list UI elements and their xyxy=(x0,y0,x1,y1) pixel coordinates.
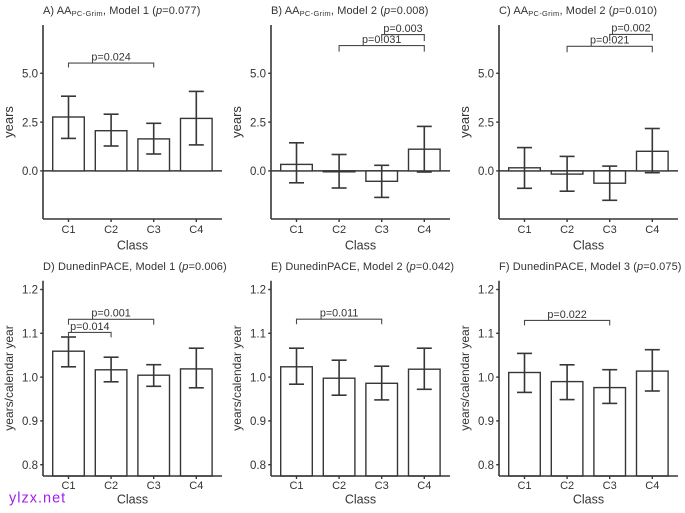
svg-text:1.0: 1.0 xyxy=(478,372,494,384)
svg-text:p=0.011: p=0.011 xyxy=(320,308,359,320)
svg-text:C2: C2 xyxy=(560,480,574,492)
svg-text:C3: C3 xyxy=(147,224,161,236)
svg-text:years: years xyxy=(457,106,472,138)
svg-text:C2: C2 xyxy=(332,224,346,236)
svg-text:1.0: 1.0 xyxy=(22,372,38,384)
svg-text:C1: C1 xyxy=(517,224,531,236)
svg-text:p=0.014: p=0.014 xyxy=(70,321,109,333)
svg-text:p=0.024: p=0.024 xyxy=(91,52,130,64)
svg-text:1.2: 1.2 xyxy=(22,285,38,297)
svg-text:p=0.031: p=0.031 xyxy=(362,34,401,46)
svg-text:ylzx.net: ylzx.net xyxy=(9,491,66,507)
svg-text:C2: C2 xyxy=(104,480,118,492)
svg-text:Class: Class xyxy=(345,493,376,507)
svg-text:C) AAPC-Grim, Model 2 (p=0.010: C) AAPC-Grim, Model 2 (p=0.010) xyxy=(499,5,657,18)
svg-text:C2: C2 xyxy=(560,224,574,236)
svg-text:0.9: 0.9 xyxy=(22,416,38,428)
svg-text:C3: C3 xyxy=(603,480,617,492)
svg-text:1.0: 1.0 xyxy=(250,372,266,384)
svg-text:years/calendar year: years/calendar year xyxy=(230,325,244,430)
svg-text:C3: C3 xyxy=(603,224,617,236)
svg-text:p=0.022: p=0.022 xyxy=(547,309,586,321)
svg-text:C4: C4 xyxy=(645,480,659,492)
svg-text:0.8: 0.8 xyxy=(22,460,38,472)
svg-text:2.5: 2.5 xyxy=(250,117,266,129)
svg-text:C1: C1 xyxy=(61,224,75,236)
svg-text:5.0: 5.0 xyxy=(478,69,494,81)
svg-text:Class: Class xyxy=(345,238,376,252)
svg-text:C3: C3 xyxy=(375,480,389,492)
svg-text:1.2: 1.2 xyxy=(250,285,266,297)
svg-text:Class: Class xyxy=(117,493,148,507)
svg-text:years: years xyxy=(1,106,16,138)
svg-text:C1: C1 xyxy=(61,480,75,492)
svg-text:years/calendar year: years/calendar year xyxy=(2,325,16,430)
svg-text:C2: C2 xyxy=(104,224,118,236)
svg-text:C4: C4 xyxy=(189,480,203,492)
svg-text:2.5: 2.5 xyxy=(22,117,38,129)
svg-text:1.2: 1.2 xyxy=(478,285,494,297)
svg-text:F) DunedinPACE, Model 3 (p=0.0: F) DunedinPACE, Model 3 (p=0.075) xyxy=(499,261,682,273)
svg-text:C4: C4 xyxy=(417,224,431,236)
svg-text:C1: C1 xyxy=(289,480,303,492)
svg-text:0.8: 0.8 xyxy=(478,460,494,472)
svg-text:C4: C4 xyxy=(189,224,203,236)
svg-text:0.0: 0.0 xyxy=(250,166,266,178)
svg-text:0.0: 0.0 xyxy=(478,166,494,178)
svg-text:years: years xyxy=(229,106,244,138)
svg-text:p=0.001: p=0.001 xyxy=(91,308,130,320)
svg-text:C2: C2 xyxy=(332,480,346,492)
svg-text:A) AAPC-Grim, Model 1 (p=0.077: A) AAPC-Grim, Model 1 (p=0.077) xyxy=(43,5,201,18)
svg-text:2.5: 2.5 xyxy=(478,117,494,129)
svg-text:0.9: 0.9 xyxy=(478,416,494,428)
svg-text:C1: C1 xyxy=(289,224,303,236)
svg-text:1.1: 1.1 xyxy=(250,329,266,341)
svg-text:5.0: 5.0 xyxy=(22,69,38,81)
svg-text:E) DunedinPACE, Model 2 (p=0.0: E) DunedinPACE, Model 2 (p=0.042) xyxy=(271,261,454,273)
svg-text:0.9: 0.9 xyxy=(250,416,266,428)
svg-text:B) AAPC-Grim, Model 2 (p=0.008: B) AAPC-Grim, Model 2 (p=0.008) xyxy=(271,5,429,18)
svg-text:p=0.002: p=0.002 xyxy=(611,23,650,35)
svg-text:1.1: 1.1 xyxy=(22,329,38,341)
svg-text:years/calendar year: years/calendar year xyxy=(458,325,472,430)
svg-text:p=0.003: p=0.003 xyxy=(383,23,422,35)
svg-text:1.1: 1.1 xyxy=(478,329,494,341)
svg-text:Class: Class xyxy=(117,238,148,252)
svg-text:C3: C3 xyxy=(147,480,161,492)
svg-text:Class: Class xyxy=(573,238,604,252)
svg-text:0.0: 0.0 xyxy=(22,166,38,178)
svg-text:C4: C4 xyxy=(417,480,431,492)
svg-text:Class: Class xyxy=(573,493,604,507)
svg-text:C1: C1 xyxy=(517,480,531,492)
svg-text:D) DunedinPACE, Model 1 (p=0.0: D) DunedinPACE, Model 1 (p=0.006) xyxy=(43,261,227,273)
svg-text:0.8: 0.8 xyxy=(250,460,266,472)
svg-text:C4: C4 xyxy=(645,224,659,236)
svg-text:5.0: 5.0 xyxy=(250,69,266,81)
svg-text:p=0.021: p=0.021 xyxy=(590,34,629,46)
svg-text:C3: C3 xyxy=(375,224,389,236)
